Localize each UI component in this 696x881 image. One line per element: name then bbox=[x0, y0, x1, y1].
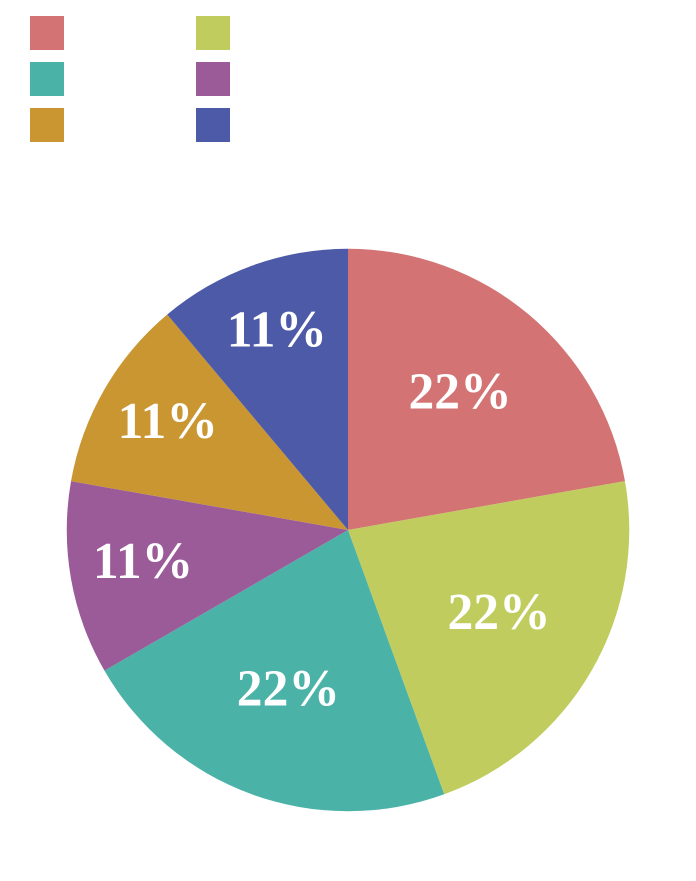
legend-swatch bbox=[196, 62, 230, 96]
pie-slice-label: 11% bbox=[118, 393, 218, 450]
legend-item bbox=[30, 102, 76, 148]
legend-swatch bbox=[30, 108, 64, 142]
pie-slice-label: 22% bbox=[447, 584, 550, 641]
pie-slice-label: 11% bbox=[227, 301, 327, 358]
pie-slice-label: 11% bbox=[93, 533, 193, 590]
legend-swatch bbox=[196, 16, 230, 50]
legend-swatch bbox=[30, 62, 64, 96]
legend-swatch bbox=[196, 108, 230, 142]
legend-column-1 bbox=[30, 10, 76, 148]
legend-column-2 bbox=[196, 10, 242, 148]
legend-item bbox=[196, 56, 242, 102]
legend-swatch bbox=[30, 16, 64, 50]
legend-item bbox=[30, 56, 76, 102]
legend-item bbox=[196, 102, 242, 148]
legend bbox=[30, 10, 362, 148]
pie-slice-label: 22% bbox=[409, 363, 512, 420]
chart-container: 22%22%22%11%11%11% bbox=[0, 0, 696, 881]
legend-item bbox=[196, 10, 242, 56]
pie-slice-label: 22% bbox=[237, 661, 340, 718]
pie-chart: 22%22%22%11%11%11% bbox=[48, 230, 648, 830]
legend-item bbox=[30, 10, 76, 56]
